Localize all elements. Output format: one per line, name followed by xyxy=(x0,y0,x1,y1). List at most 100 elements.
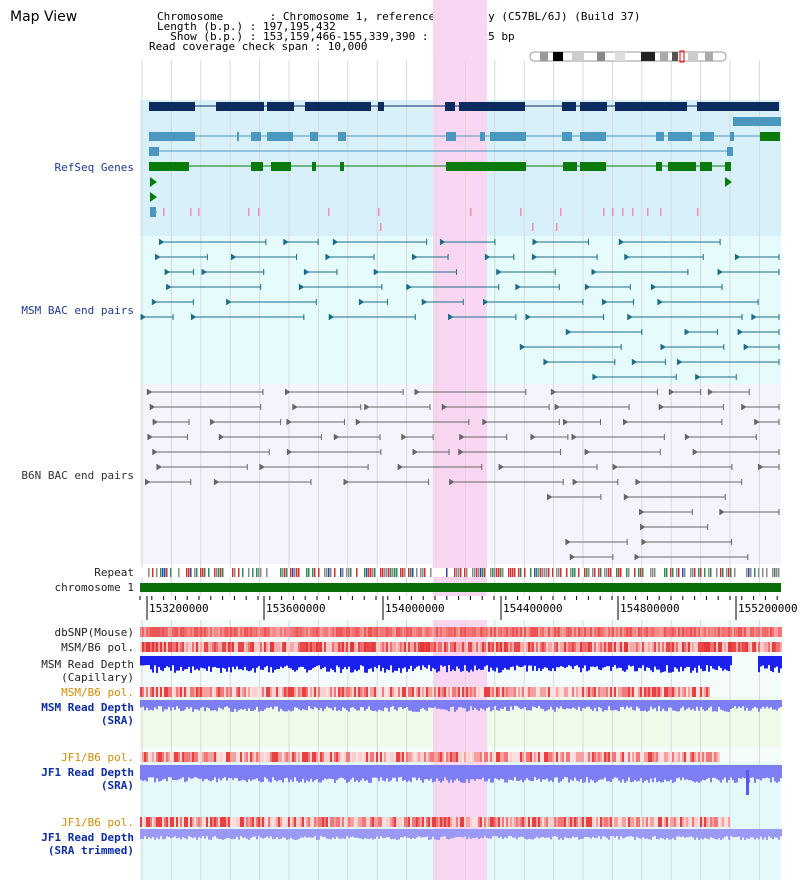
dbsnp-strip xyxy=(242,627,244,637)
msm-b6-pol-strip xyxy=(412,687,414,697)
track-label-dbsnp[interactable]: dbSNP(Mouse) xyxy=(54,626,134,639)
b6n-bac-pair-arrow xyxy=(758,464,764,470)
repeat-element xyxy=(342,568,344,577)
refseq-gene xyxy=(700,162,712,171)
msm-b6-pol-strip xyxy=(406,642,408,652)
msm-b6-pol-strip xyxy=(280,642,282,652)
msm-depth-sra-bar xyxy=(596,700,598,712)
dbsnp-strip xyxy=(484,627,486,637)
jf1-depth-trimmed-bar xyxy=(250,829,252,839)
repeat-element xyxy=(772,568,774,577)
msm-depth-capillary-bar xyxy=(632,656,634,666)
msm-b6-pol-strip xyxy=(614,642,616,652)
msm-depth-capillary-bar xyxy=(502,656,504,670)
jf1-b6-pol-strip xyxy=(240,752,242,762)
jf1-depth-sra-bar xyxy=(290,765,292,780)
msm-depth-capillary-bar xyxy=(722,656,724,671)
jf1-depth-sra-bar xyxy=(724,765,726,778)
dbsnp-strip xyxy=(762,627,764,637)
jf1-b6-pol-strip xyxy=(594,752,596,762)
track-label-msm-bac[interactable]: MSM BAC end pairs xyxy=(21,304,134,317)
jf1-depth-trimmed-bar xyxy=(462,829,464,838)
jf1-depth-trimmed-bar xyxy=(758,829,760,840)
msm-depth-capillary-bar xyxy=(226,656,228,672)
jf1-depth-trimmed-bar xyxy=(150,829,152,839)
msm-depth-capillary-bar xyxy=(696,656,698,673)
jf1-b6-pol-strip xyxy=(212,752,214,762)
jf1-depth-sra-bar xyxy=(636,765,638,782)
msm-b6-pol-strip xyxy=(154,687,156,697)
repeat-element xyxy=(520,568,522,577)
repeat-element xyxy=(726,568,728,577)
track-label-jf1-depth-trimmed[interactable]: JF1 Read Depth xyxy=(41,831,134,844)
dbsnp-strip xyxy=(434,627,436,637)
dbsnp-strip xyxy=(142,627,144,637)
axis-tick-label: 153600000 xyxy=(266,602,326,615)
jf1-depth-trimmed-bar xyxy=(314,829,316,837)
track-label-msm-depth-sra[interactable]: MSM Read Depth xyxy=(41,701,134,714)
msm-b6-pol-strip xyxy=(658,642,660,652)
jf1-depth-trimmed-bar xyxy=(196,829,198,840)
repeat-element xyxy=(608,568,610,577)
jf1-b6-pol-strip xyxy=(190,752,192,762)
refseq-gene xyxy=(149,102,195,111)
msm-depth-capillary-bar xyxy=(388,656,390,671)
jf1-depth-trimmed-bar xyxy=(418,829,420,837)
msm-b6-pol-strip xyxy=(564,642,566,652)
track-label-msm-b6-pol-2[interactable]: MSM/B6 pol. xyxy=(61,686,134,699)
msm-depth-capillary-bar xyxy=(232,656,234,667)
msm-b6-pol-strip xyxy=(186,642,188,652)
track-label-msm-depth-capillary[interactable]: MSM Read Depth xyxy=(41,658,134,671)
msm-depth-sra-bar xyxy=(294,700,296,708)
msm-depth-sra-bar xyxy=(494,700,496,707)
track-label-jf1-depth-sra[interactable]: JF1 Read Depth xyxy=(41,766,134,779)
jf1-b6-pol-strip xyxy=(390,752,392,762)
msm-depth-sra-bar xyxy=(344,700,346,709)
repeat-element xyxy=(598,568,600,577)
jf1-b6-pol-strip xyxy=(454,817,456,827)
jf1-depth-trimmed-bar xyxy=(542,829,544,838)
msm-depth-sra-bar xyxy=(658,700,660,707)
jf1-depth-trimmed-bar xyxy=(494,829,496,837)
jf1-b6-pol-strip xyxy=(614,752,616,762)
jf1-depth-sra-bar xyxy=(334,765,336,783)
msm-b6-pol-strip xyxy=(648,642,650,652)
track-label-b6n-bac[interactable]: B6N BAC end pairs xyxy=(21,469,134,482)
msm-depth-capillary-bar xyxy=(526,656,528,672)
msm-depth-capillary-bar xyxy=(168,656,170,668)
msm-b6-pol-strip xyxy=(274,642,276,652)
track-label-jf1-b6-pol-2[interactable]: JF1/B6 pol. xyxy=(61,816,134,829)
track-label-msm-b6-pol-1[interactable]: MSM/B6 pol. xyxy=(61,641,134,654)
jf1-b6-pol-strip xyxy=(694,817,696,827)
jf1-b6-pol-strip xyxy=(148,752,150,762)
jf1-b6-pol-strip xyxy=(388,752,390,762)
jf1-b6-pol-strip xyxy=(550,752,552,762)
msm-b6-pol-strip xyxy=(166,687,168,697)
msm-depth-capillary-bar xyxy=(398,656,400,669)
jf1-depth-sra-bar xyxy=(356,765,358,781)
track-label-chromosome[interactable]: chromosome 1 xyxy=(54,581,134,594)
msm-depth-sra-bar xyxy=(414,700,416,712)
track-label-jf1-b6-pol-1[interactable]: JF1/B6 pol. xyxy=(61,751,134,764)
jf1-b6-pol-strip xyxy=(430,752,432,762)
msm-depth-capillary-bar xyxy=(678,656,680,672)
msm-depth-sra-bar xyxy=(322,700,324,712)
jf1-b6-pol-strip xyxy=(540,817,542,827)
jf1-depth-trimmed-bar xyxy=(360,829,362,839)
msm-depth-capillary-bar xyxy=(518,656,520,667)
ideogram-outline xyxy=(529,51,727,62)
jf1-b6-pol-strip xyxy=(638,752,640,762)
jf1-b6-pol-strip xyxy=(350,817,352,827)
jf1-b6-pol-strip xyxy=(408,817,410,827)
dbsnp-strip xyxy=(204,627,206,637)
dbsnp-strip xyxy=(254,627,256,637)
track-label-repeat[interactable]: Repeat xyxy=(94,566,134,579)
dbsnp-strip xyxy=(708,627,710,637)
msm-depth-sra-bar xyxy=(172,700,174,708)
dbsnp-strip xyxy=(656,627,658,637)
dbsnp-strip xyxy=(280,627,282,637)
track-label-refseq[interactable]: RefSeq Genes xyxy=(54,161,134,174)
dbsnp-strip xyxy=(302,627,304,637)
